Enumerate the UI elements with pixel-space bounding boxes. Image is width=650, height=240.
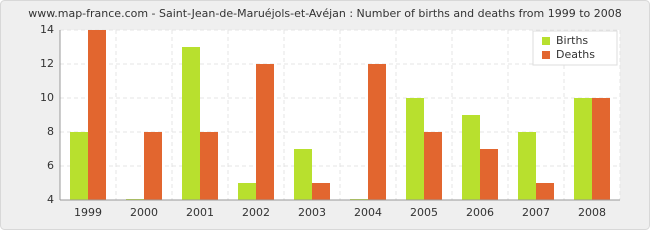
y-tick-label: 10 <box>40 91 54 104</box>
x-tick-label: 2003 <box>298 206 326 219</box>
bar <box>144 132 162 200</box>
x-tick-label: 2005 <box>410 206 438 219</box>
legend-label: Births <box>556 34 588 47</box>
y-tick-label: 4 <box>47 193 54 206</box>
x-tick-label: 2001 <box>186 206 214 219</box>
legend-label: Deaths <box>556 48 595 61</box>
bar <box>312 183 330 200</box>
legend-swatch <box>542 37 550 45</box>
x-tick-label: 2008 <box>578 206 606 219</box>
bar <box>574 98 592 200</box>
bar <box>424 132 442 200</box>
y-tick-label: 12 <box>40 57 54 70</box>
bar <box>294 149 312 200</box>
x-tick-label: 2006 <box>466 206 494 219</box>
y-tick-label: 6 <box>47 159 54 172</box>
bars <box>70 30 610 200</box>
bar <box>182 47 200 200</box>
x-tick-label: 2004 <box>354 206 382 219</box>
x-tick-label: 1999 <box>74 206 102 219</box>
bar <box>70 132 88 200</box>
bar <box>518 132 536 200</box>
bar <box>88 30 106 200</box>
chart: www.map-france.com - Saint-Jean-de-Marué… <box>0 0 650 230</box>
bar <box>536 183 554 200</box>
legend-box <box>532 30 618 66</box>
x-tick-label: 2000 <box>130 206 158 219</box>
bar <box>238 183 256 200</box>
bar <box>368 64 386 200</box>
bar <box>200 132 218 200</box>
y-tick-label: 14 <box>40 23 54 36</box>
bar <box>462 115 480 200</box>
x-tick-label: 2002 <box>242 206 270 219</box>
x-tick-label: 2007 <box>522 206 550 219</box>
bar <box>592 98 610 200</box>
bar <box>480 149 498 200</box>
legend-swatch <box>542 51 550 59</box>
bar <box>406 98 424 200</box>
bar <box>256 64 274 200</box>
chart-title: www.map-france.com - Saint-Jean-de-Marué… <box>28 7 621 20</box>
y-tick-label: 8 <box>47 125 54 138</box>
